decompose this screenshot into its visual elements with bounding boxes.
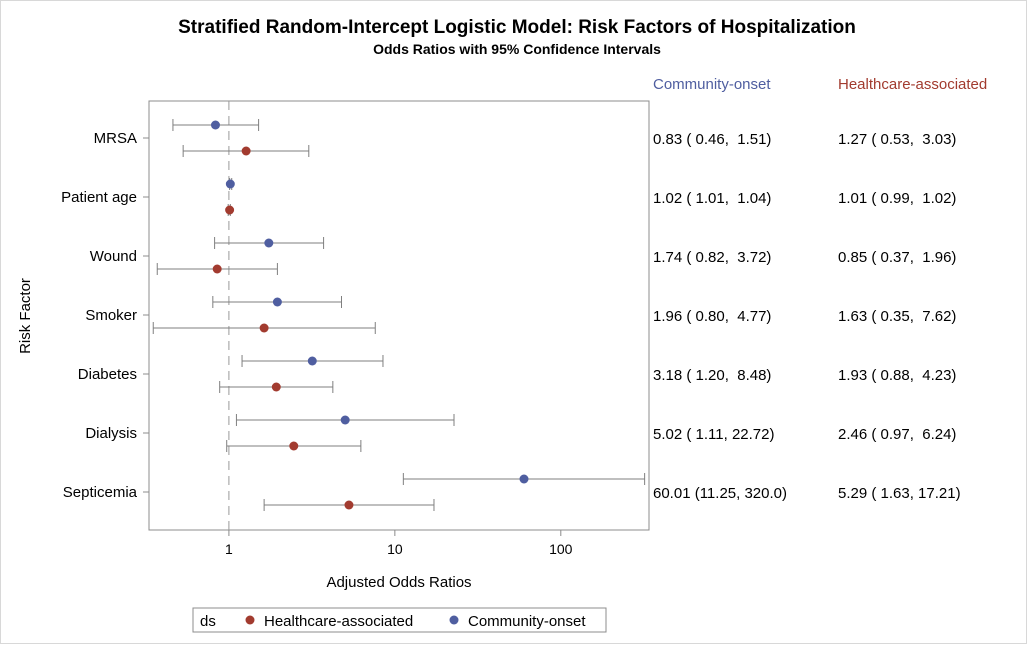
value-label-community-onset-diabetes: 3.18 ( 1.20, 8.48) [653,367,771,384]
point-community-onset-wound [264,238,274,248]
x-axis-label: Adjusted Odds Ratios [326,574,471,591]
chart-subtitle: Odds Ratios with 95% Confidence Interval… [373,41,661,57]
value-label-community-onset-patient-age: 1.02 ( 1.01, 1.04) [653,190,771,207]
point-community-onset-mrsa [210,120,220,130]
value-label-healthcare-associated-mrsa: 1.27 ( 0.53, 3.03) [838,131,956,148]
legend-marker-community-onset [449,615,459,625]
column-header-healthcare-associated: Healthcare-associated [838,76,987,93]
category-label-diabetes: Diabetes [78,366,137,383]
x-tick-label-100: 100 [549,541,573,557]
legend-label-healthcare-associated: Healthcare-associated [264,613,413,630]
value-label-healthcare-associated-wound: 0.85 ( 0.37, 1.96) [838,249,956,266]
category-label-patient-age: Patient age [61,189,137,206]
point-community-onset-diabetes [307,356,317,366]
category-label-mrsa: MRSA [94,130,137,147]
value-label-healthcare-associated-smoker: 1.63 ( 0.35, 7.62) [838,308,956,325]
point-community-onset-dialysis [340,415,350,425]
value-label-community-onset-septicemia: 60.01 (11.25, 320.0) [653,485,787,502]
point-healthcare-associated-smoker [259,323,269,333]
point-healthcare-associated-diabetes [271,382,281,392]
legend-box [192,607,607,633]
legend-title: ds [200,613,216,630]
plot-area [148,100,650,531]
point-healthcare-associated-dialysis [289,441,299,451]
legend-label-community-onset: Community-onset [468,613,586,630]
category-label-smoker: Smoker [85,307,137,324]
point-healthcare-associated-mrsa [241,146,251,156]
y-axis-label: Risk Factor [17,278,34,354]
point-healthcare-associated-wound [212,264,222,274]
value-label-healthcare-associated-patient-age: 1.01 ( 0.99, 1.02) [838,190,956,207]
chart-title: Stratified Random-Intercept Logistic Mod… [178,17,856,38]
legend-marker-healthcare-associated [245,615,255,625]
point-healthcare-associated-septicemia [344,500,354,510]
value-label-healthcare-associated-septicemia: 5.29 ( 1.63, 17.21) [838,485,961,502]
x-tick-label-10: 10 [387,541,403,557]
x-tick-label-1: 1 [225,541,233,557]
point-healthcare-associated-patient-age [225,205,235,215]
category-label-dialysis: Dialysis [85,425,137,442]
point-community-onset-septicemia [519,474,529,484]
value-label-healthcare-associated-dialysis: 2.46 ( 0.97, 6.24) [838,426,956,443]
category-label-wound: Wound [90,248,137,265]
value-label-community-onset-mrsa: 0.83 ( 0.46, 1.51) [653,131,771,148]
point-community-onset-smoker [272,297,282,307]
value-label-community-onset-wound: 1.74 ( 0.82, 3.72) [653,249,771,266]
point-community-onset-patient-age [225,179,235,189]
value-label-community-onset-dialysis: 5.02 ( 1.11, 22.72) [653,426,774,443]
value-label-healthcare-associated-diabetes: 1.93 ( 0.88, 4.23) [838,367,956,384]
column-header-community-onset: Community-onset [653,76,771,93]
category-label-septicemia: Septicemia [63,484,138,501]
legend: ds Healthcare-associated Community-onset [192,607,607,633]
value-label-community-onset-smoker: 1.96 ( 0.80, 4.77) [653,308,771,325]
